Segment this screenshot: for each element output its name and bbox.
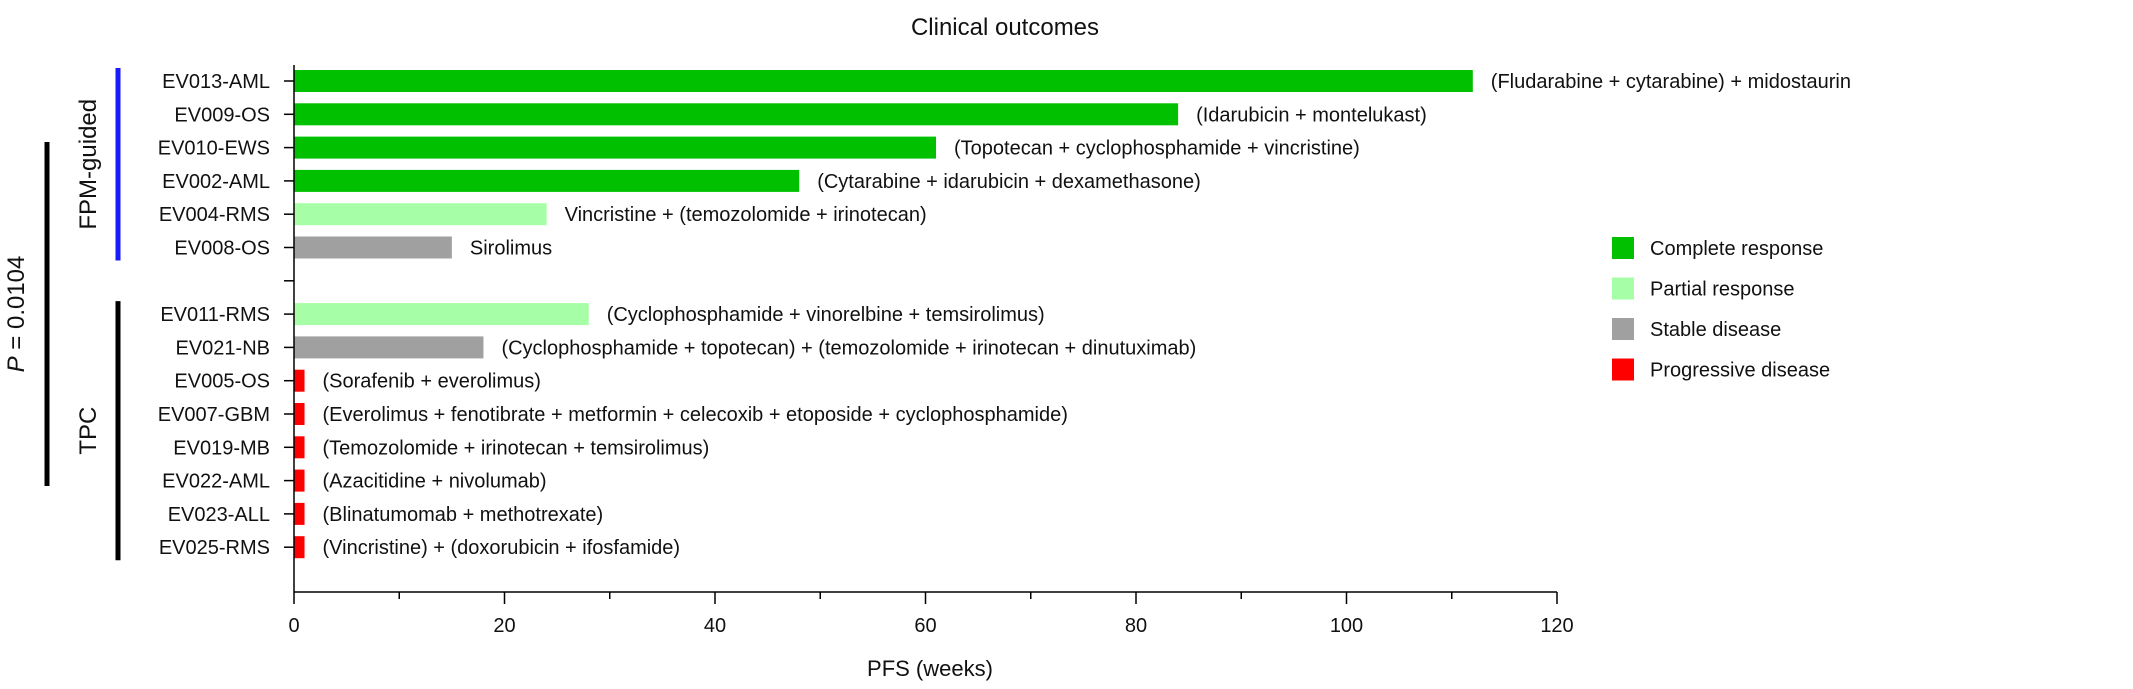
legend-swatch — [1612, 237, 1634, 259]
group-label: TPC — [75, 407, 102, 455]
treatment-label: (Idarubicin + montelukast) — [1196, 104, 1427, 126]
category-label: EV007-GBM — [158, 404, 270, 426]
x-axis: 0 20 40 60 80 100 120 — [284, 65, 1574, 637]
treatment-label: (Temozolomide + irinotecan + temsirolimu… — [323, 437, 710, 459]
category-label: EV009-OS — [174, 104, 270, 126]
bar — [294, 103, 1179, 126]
x-tick-label: 20 — [493, 615, 515, 637]
p-value: P = 0.0104 — [3, 256, 30, 373]
bar — [294, 136, 937, 159]
category-label: EV005-OS — [174, 371, 270, 393]
category-label: EV023-ALL — [168, 504, 270, 526]
bar — [294, 369, 305, 392]
bar — [294, 502, 305, 525]
p-value-symbol: P — [3, 356, 30, 372]
x-tick-label: 60 — [914, 615, 936, 637]
legend-swatch — [1612, 318, 1634, 340]
legend-label: Complete response — [1650, 238, 1823, 260]
bars-layer: EV013-AML (Fludarabine + cytarabine) + mi… — [158, 70, 1851, 559]
x-tick-label: 120 — [1540, 615, 1573, 637]
group-label: FPM-guided — [75, 99, 102, 230]
bar — [294, 403, 305, 425]
category-label: EV019-MB — [173, 437, 270, 459]
treatment-label: (Cytarabine + idarubicin + dexamethasone… — [817, 171, 1201, 193]
category-label: EV008-OS — [174, 238, 270, 260]
treatment-label: (Fludarabine + cytarabine) + midostaurin — [1491, 71, 1851, 93]
x-tick-label: 100 — [1330, 615, 1363, 637]
treatment-label: (Everolimus + fenotibrate + metformin + … — [323, 404, 1068, 426]
bar — [294, 469, 305, 492]
bar — [294, 203, 547, 226]
x-tick-label: 40 — [704, 615, 726, 637]
legend-label: Progressive disease — [1650, 360, 1830, 382]
x-tick-label: 80 — [1125, 615, 1147, 637]
bar — [294, 169, 800, 192]
x-axis-title: PFS (weeks) — [867, 656, 993, 681]
treatment-label: Sirolimus — [470, 238, 552, 260]
treatment-label: (Sorafenib + everolimus) — [323, 371, 541, 393]
group-annotations: FPM-guided TPC P = 0.0104 — [3, 68, 121, 561]
bar — [294, 303, 589, 326]
category-label: EV022-AML — [162, 471, 270, 493]
treatment-label: (Cyclophosphamide + topotecan) + (temozo… — [501, 337, 1196, 359]
legend-swatch — [1612, 277, 1634, 300]
treatment-label: (Blinatumomab + methotrexate) — [323, 504, 604, 526]
treatment-label: (Azacitidine + nivolumab) — [323, 471, 547, 493]
bar — [294, 536, 305, 559]
bar — [294, 436, 305, 459]
category-label: EV010-EWS — [158, 138, 270, 160]
treatment-label: (Cyclophosphamide + vinorelbine + temsir… — [607, 304, 1045, 326]
category-label: EV002-AML — [162, 171, 270, 193]
treatment-label: (Vincristine) + (doxorubicin + ifosfamid… — [323, 537, 681, 559]
treatment-label: (Topotecan + cyclophosphamide + vincrist… — [954, 138, 1360, 160]
treatment-label: Vincristine + (temozolomide + irinotecan… — [565, 204, 927, 226]
legend-swatch — [1612, 358, 1634, 381]
bar — [294, 70, 1473, 92]
x-tick-label: 0 — [288, 615, 299, 637]
legend: Complete response Partial response Stable … — [1612, 237, 1830, 382]
legend-label: Partial response — [1650, 279, 1795, 301]
category-label: EV011-RMS — [160, 304, 270, 326]
category-label: EV021-NB — [176, 337, 271, 359]
category-label: EV004-RMS — [159, 204, 270, 226]
p-value-text: = 0.0104 — [3, 256, 30, 357]
chart-title: Clinical outcomes — [911, 14, 1099, 41]
legend-label: Stable disease — [1650, 319, 1781, 341]
bar — [294, 336, 484, 359]
category-label: EV025-RMS — [159, 537, 270, 559]
category-label: EV013-AML — [162, 71, 270, 93]
bar — [294, 236, 452, 259]
